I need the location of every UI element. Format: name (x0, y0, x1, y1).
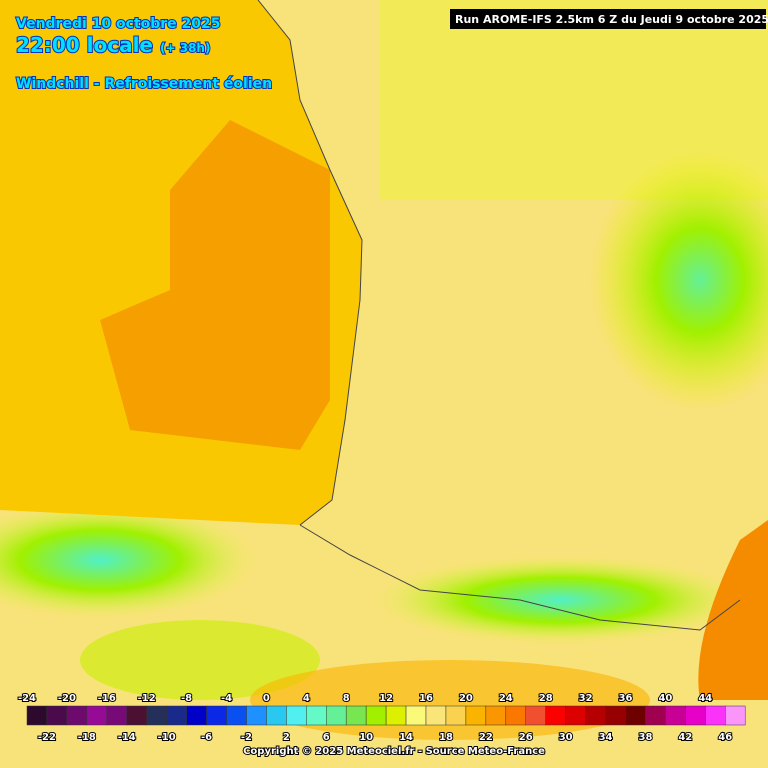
legend-label: 16 (419, 693, 433, 704)
cold-zone-spain (0, 500, 260, 620)
legend-label: 4 (303, 693, 310, 704)
legend-label: -16 (98, 693, 116, 704)
legend-swatch (66, 705, 88, 726)
legend-swatch (485, 705, 507, 726)
legend-swatch (126, 705, 147, 726)
legend-label: 22 (479, 732, 493, 743)
legend-swatch (46, 705, 68, 726)
legend-label: 46 (718, 732, 732, 743)
legend-label: 12 (379, 693, 393, 704)
legend-swatch (465, 705, 487, 726)
legend-swatch (445, 705, 467, 726)
date: Vendredi 10 octobre 2025 (16, 16, 221, 32)
legend-swatch (405, 705, 427, 726)
legend-swatch (385, 705, 407, 726)
cold-zone-pyrenees (370, 555, 750, 645)
legend-swatch (26, 705, 48, 726)
ocean-warm-zone (100, 120, 330, 450)
legend-label: 32 (579, 693, 593, 704)
legend-swatch (425, 705, 447, 726)
legend-swatch (645, 705, 666, 726)
legend-label: -14 (118, 732, 136, 743)
legend-label: -12 (138, 693, 156, 704)
copyright: Copyright © 2025 Meteociel.fr - Source M… (243, 746, 545, 757)
legend-swatch (665, 705, 686, 726)
parameter: Windchill - Refroissement éolien (16, 76, 272, 92)
legend-swatch (565, 705, 586, 726)
legend-swatch (505, 705, 526, 726)
legend-swatch (585, 705, 606, 726)
legend-swatch (166, 705, 187, 726)
legend-label: 34 (599, 732, 613, 743)
legend-swatch (605, 705, 626, 726)
legend-label: 20 (459, 693, 473, 704)
legend-swatch (625, 705, 646, 726)
legend-label: -6 (201, 732, 212, 743)
legend-label: 18 (439, 732, 453, 743)
legend-swatch (246, 705, 267, 726)
legend-label: -18 (78, 732, 96, 743)
legend-swatch (345, 705, 367, 726)
legend-swatch (266, 705, 287, 726)
legend-swatch (186, 705, 207, 726)
legend-swatch (545, 705, 566, 726)
legend-label: -20 (58, 693, 76, 704)
legend-label: -4 (221, 693, 232, 704)
legend-swatch (525, 705, 546, 726)
legend-label: 8 (343, 693, 350, 704)
cold-zone-spain-south (80, 620, 320, 700)
legend-label: -22 (38, 732, 56, 743)
legend-label: -24 (18, 693, 36, 704)
legend-label: 2 (283, 732, 290, 743)
cold-zone-east (590, 150, 768, 410)
legend-label: 42 (678, 732, 692, 743)
legend-label: 44 (698, 693, 712, 704)
legend-swatch (685, 705, 706, 726)
legend-swatch (326, 705, 347, 726)
legend-swatch (146, 705, 167, 726)
time: 22:00 locale (16, 33, 153, 57)
run-box (450, 9, 766, 29)
mediterranean (698, 520, 768, 700)
legend-swatch (106, 705, 128, 726)
legend-swatch (86, 705, 108, 726)
legend-swatch (286, 705, 307, 726)
legend-label: 6 (323, 732, 330, 743)
lead-time: (+ 38h) (160, 41, 210, 55)
legend-swatch (705, 705, 726, 726)
coastline (257, 0, 741, 631)
legend-label: 24 (499, 693, 513, 704)
legend-swatch (206, 705, 227, 726)
legend-swatch (365, 705, 387, 726)
legend-label: 30 (559, 732, 573, 743)
legend-swatch (306, 705, 327, 726)
legend-swatch (226, 705, 247, 726)
legend-label: 10 (359, 732, 373, 743)
legend-label: 40 (658, 693, 672, 704)
legend-label: -2 (241, 732, 252, 743)
legend-label: 36 (619, 693, 633, 704)
legend-label: 0 (263, 693, 270, 704)
legend-label: 38 (638, 732, 652, 743)
legend-label: 28 (539, 693, 553, 704)
legend-label: 14 (399, 732, 413, 743)
legend-label: 26 (519, 732, 533, 743)
legend-label: -10 (158, 732, 176, 743)
legend-label: -8 (181, 693, 192, 704)
legend-swatch (725, 705, 746, 726)
run-info: Run AROME-IFS 2.5km 6 Z du Jeudi 9 octob… (455, 13, 768, 26)
